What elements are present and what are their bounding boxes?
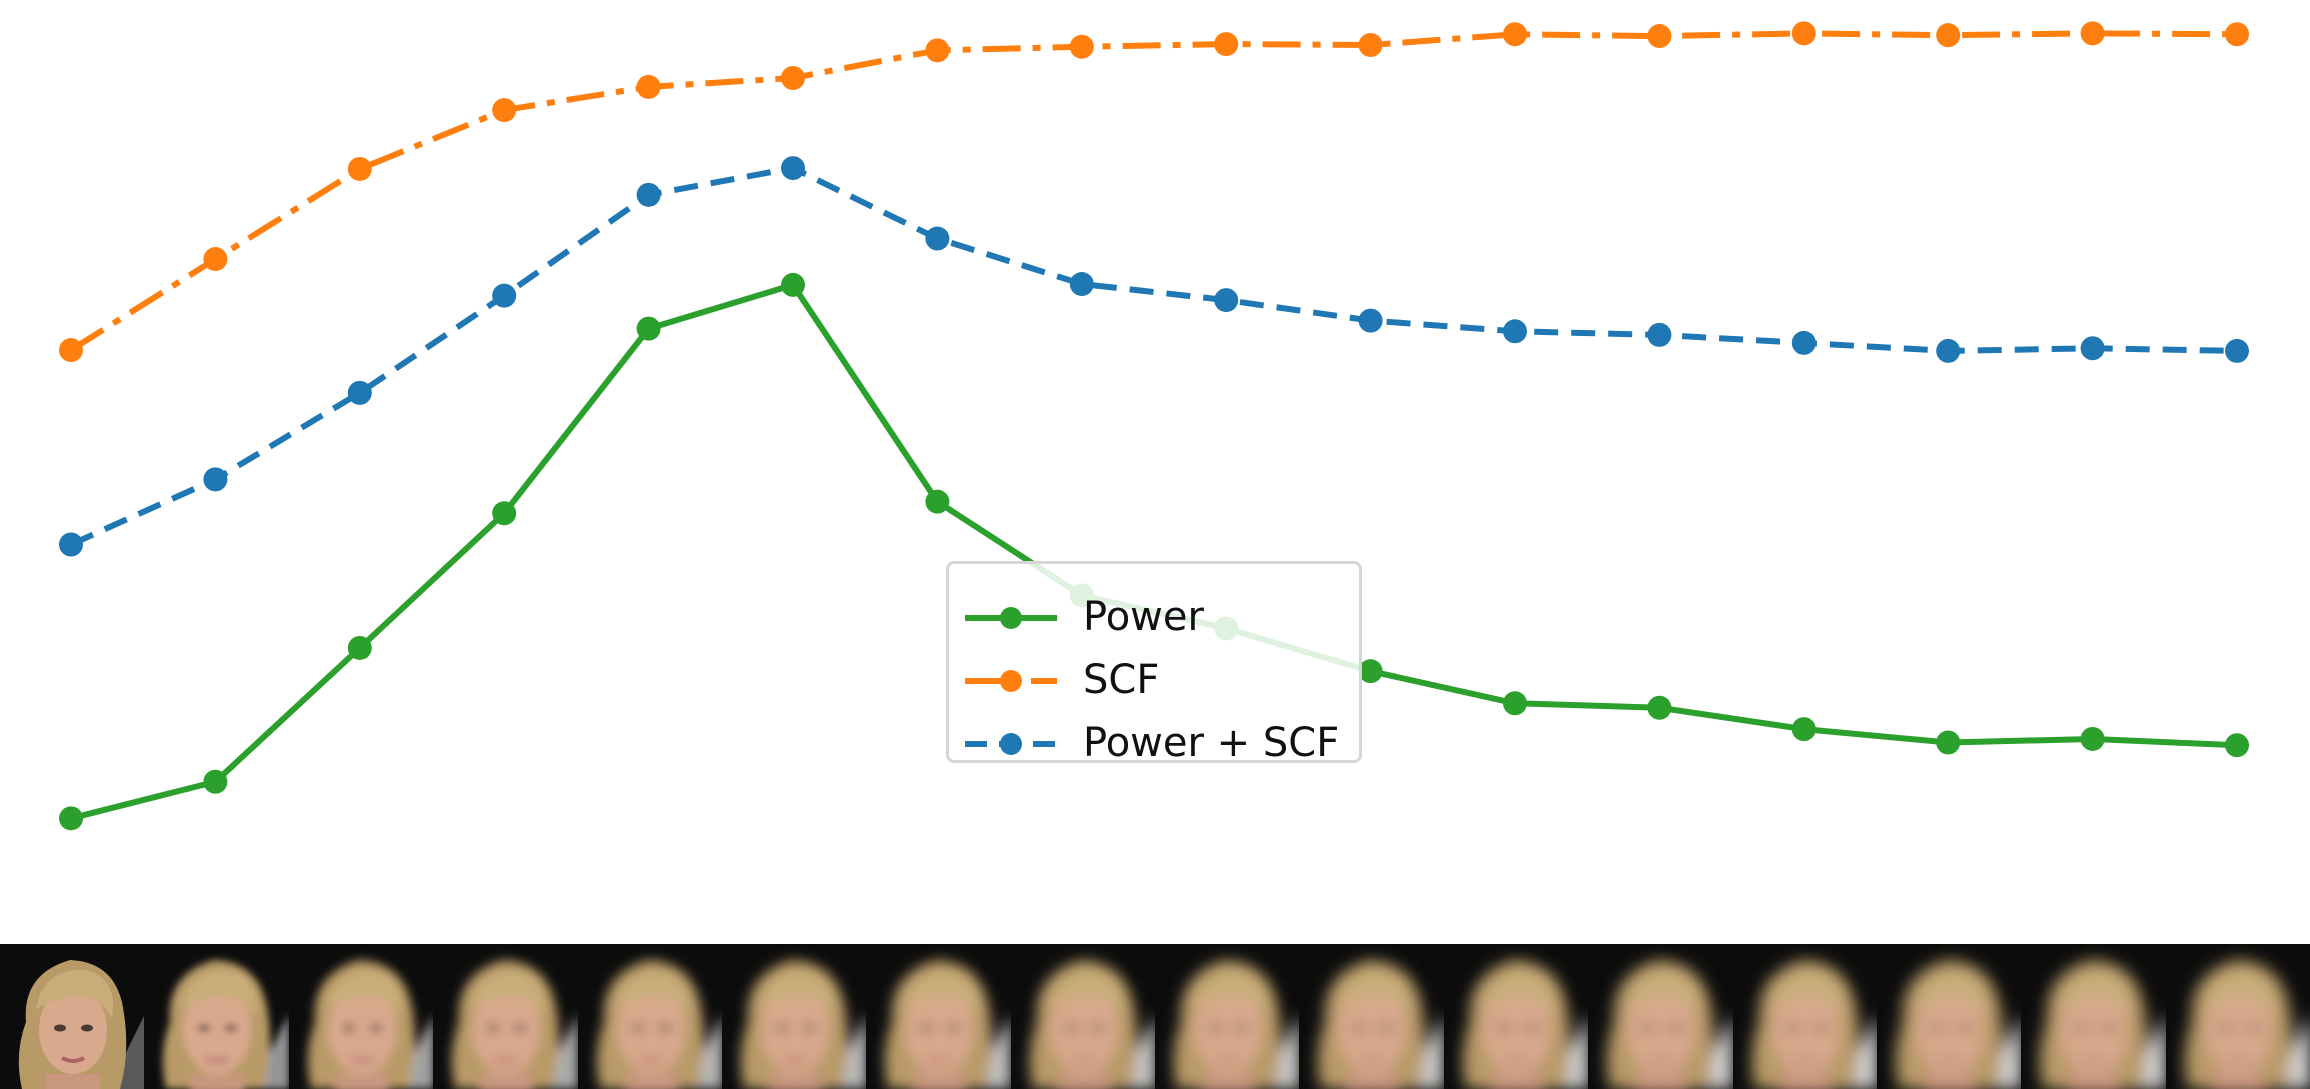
legend-entry-power: Power [949, 588, 1359, 648]
data-point-power [636, 316, 661, 341]
data-point-power-scf [1647, 322, 1672, 347]
face-thumbnail [1732, 944, 1877, 1089]
data-point-scf [636, 74, 661, 99]
data-point-power-scf [203, 467, 228, 492]
face-thumbnail [1443, 944, 1589, 1089]
data-point-power-scf [636, 182, 661, 207]
data-point-power [1358, 659, 1383, 684]
face-thumbnail [1588, 944, 1733, 1089]
face-image [577, 944, 722, 1089]
face-image [1876, 944, 2022, 1089]
series-line-scf [69, 30, 2238, 353]
face-thumbnail [1299, 944, 1444, 1089]
face-image [2165, 944, 2310, 1089]
data-point-scf [1791, 21, 1816, 46]
face-image [1155, 944, 1300, 1089]
data-point-power-scf [1358, 308, 1383, 333]
data-point-power [925, 489, 950, 514]
data-point-power-scf [1069, 272, 1094, 297]
data-point-scf [2080, 21, 2105, 46]
data-point-scf [347, 156, 372, 181]
legend-entry-power-scf: Power + SCF [949, 714, 1359, 774]
series-scf [59, 21, 2249, 363]
face-thumbnail [2021, 944, 2166, 1089]
data-point-power [2225, 733, 2249, 758]
data-point-scf [1503, 22, 1527, 47]
data-point-scf [1214, 32, 1239, 57]
chart-legend: Power SCF Power + SCF [946, 561, 1362, 766]
data-point-power [2080, 726, 2105, 751]
legend-entry-scf: SCF [949, 651, 1359, 711]
data-point-power-scf [1503, 319, 1527, 344]
data-point-power [59, 806, 83, 831]
data-point-power [1936, 730, 1961, 755]
face-thumbnail [1876, 944, 2022, 1089]
face-thumbnail [0, 944, 145, 1089]
data-point-power-scf [781, 156, 805, 181]
data-point-scf [1358, 32, 1383, 57]
legend-label-power: Power [1083, 594, 1204, 640]
data-point-power-scf [2080, 336, 2105, 361]
face-image [2021, 944, 2166, 1089]
data-point-power-scf [492, 283, 517, 308]
face-image [433, 944, 578, 1089]
data-point-power-scf [59, 532, 83, 557]
data-point-scf [925, 38, 950, 63]
face-image [1588, 944, 1733, 1089]
data-point-power [203, 769, 228, 794]
face-thumbnail [721, 944, 867, 1089]
face-thumbnail [2165, 944, 2310, 1089]
face-image [1299, 944, 1444, 1089]
data-point-scf [2225, 22, 2249, 47]
face-image-strip [0, 944, 2310, 1089]
data-point-power [781, 272, 805, 297]
series-line-power-scf [69, 165, 2238, 548]
data-point-power-scf [1791, 330, 1816, 355]
data-point-scf [781, 65, 805, 90]
legend-swatch-scf [965, 670, 1057, 692]
data-point-power [1647, 695, 1672, 720]
data-point-scf [1647, 24, 1672, 49]
data-point-scf [492, 98, 517, 123]
data-point-power-scf [925, 226, 950, 251]
legend-swatch-power-scf [965, 733, 1057, 755]
data-point-scf [1936, 23, 1961, 48]
series-power-scf [59, 156, 2249, 557]
data-point-power [492, 501, 517, 526]
legend-label-power-scf: Power + SCF [1083, 720, 1340, 766]
face-image [0, 944, 145, 1089]
face-thumbnail [1155, 944, 1300, 1089]
data-point-power-scf [2225, 338, 2249, 363]
legend-swatch-power [965, 607, 1057, 629]
data-point-scf [1069, 34, 1094, 59]
data-point-power-scf [347, 380, 372, 405]
data-point-power [1791, 717, 1816, 742]
face-image [144, 944, 289, 1089]
face-thumbnail [577, 944, 722, 1089]
face-image [288, 944, 434, 1089]
face-thumbnail [1010, 944, 1155, 1089]
line-chart [59, 21, 2249, 831]
face-thumbnail [288, 944, 434, 1089]
face-thumbnail [144, 944, 289, 1089]
face-image [1010, 944, 1155, 1089]
face-image [721, 944, 867, 1089]
data-point-power-scf [1214, 288, 1239, 313]
face-image [866, 944, 1011, 1089]
chart-area: Power SCF Power + SCF [59, 21, 2249, 831]
data-point-power [347, 635, 372, 660]
data-point-power [1503, 691, 1527, 716]
face-thumbnail [866, 944, 1011, 1089]
legend-label-scf: SCF [1083, 657, 1160, 703]
face-image [1732, 944, 1877, 1089]
face-thumbnail [433, 944, 578, 1089]
data-point-scf [203, 247, 228, 272]
data-point-power-scf [1936, 338, 1961, 363]
data-point-scf [59, 338, 83, 363]
face-image [1443, 944, 1589, 1089]
